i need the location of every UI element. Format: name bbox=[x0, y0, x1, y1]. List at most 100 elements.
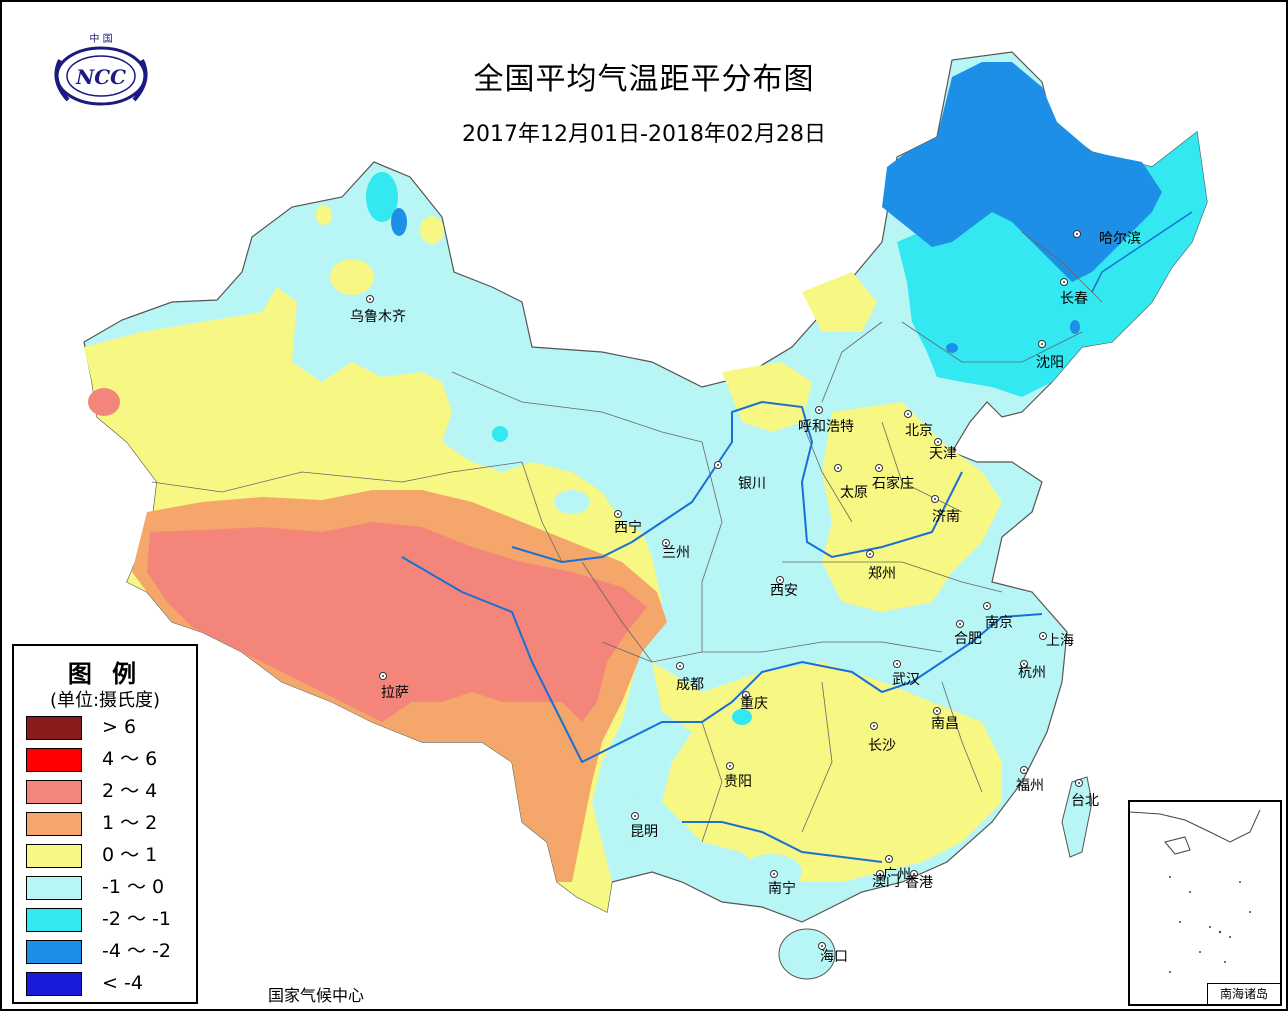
city-marker bbox=[1038, 340, 1046, 348]
ncc-logo: 中 国 NCC bbox=[54, 32, 148, 106]
city-label: 上海 bbox=[1046, 633, 1074, 649]
legend-label: 1 ～ 2 bbox=[102, 812, 158, 834]
yellow-river bbox=[511, 400, 963, 564]
zone-north-yellow bbox=[722, 362, 812, 432]
legend-item: -1 ～ 0 bbox=[26, 876, 191, 900]
city-marker bbox=[931, 495, 939, 503]
inset-label: 南海诸岛 bbox=[1207, 983, 1280, 1004]
city-label: 西宁 bbox=[614, 520, 642, 536]
city-label: 沈阳 bbox=[1036, 355, 1064, 371]
legend-label: -2 ～ -1 bbox=[102, 908, 171, 930]
city-marker bbox=[933, 707, 941, 715]
city-marker bbox=[726, 762, 734, 770]
city-label: 南昌 bbox=[931, 716, 959, 732]
city-marker bbox=[631, 812, 639, 820]
city-marker bbox=[714, 461, 722, 469]
legend-item: -2 ～ -1 bbox=[26, 908, 191, 932]
svg-text:NCC: NCC bbox=[75, 65, 126, 89]
city-label: 广州 bbox=[883, 867, 911, 883]
source-credit: 国家气候中心 bbox=[268, 986, 365, 1005]
city-marker bbox=[676, 662, 684, 670]
city-label: 乌鲁木齐 bbox=[350, 309, 406, 325]
city-label: 海口 bbox=[820, 949, 848, 965]
city-label: 南宁 bbox=[768, 881, 796, 897]
legend-swatch bbox=[26, 748, 82, 772]
city-label: 澳门 bbox=[872, 874, 900, 890]
city-label: 长沙 bbox=[868, 738, 896, 754]
city-label: 呼和浩特 bbox=[798, 419, 854, 435]
pearl-river bbox=[682, 821, 883, 863]
city-label: 贵阳 bbox=[724, 774, 752, 790]
zone-north-yellow-2 bbox=[802, 272, 877, 332]
city-label: 北京 bbox=[905, 423, 933, 439]
city-label: 香港 bbox=[905, 875, 933, 891]
city-marker bbox=[818, 942, 826, 950]
zone-cool-yn bbox=[626, 792, 658, 852]
legend-title: 图 例 bbox=[67, 660, 143, 688]
svg-text:中 国: 中 国 bbox=[89, 32, 112, 45]
city-label: 兰州 bbox=[662, 545, 690, 561]
city-marker bbox=[934, 438, 942, 446]
legend-item: < -4 bbox=[26, 972, 191, 996]
city-label: 郑州 bbox=[868, 566, 896, 582]
map-title: 全国平均气温距平分布图 bbox=[473, 62, 815, 97]
city-marker bbox=[870, 722, 878, 730]
legend-item: 2 ～ 4 bbox=[26, 780, 191, 804]
legend-unit: (单位:摄氏度) bbox=[49, 690, 161, 711]
zone-cyan-qh bbox=[492, 426, 508, 442]
inset-map bbox=[1129, 809, 1261, 973]
province-boundaries bbox=[151, 231, 1103, 843]
legend-swatch bbox=[26, 908, 82, 932]
city-marker bbox=[956, 620, 964, 628]
city-marker bbox=[875, 464, 883, 472]
city-marker bbox=[1020, 660, 1028, 668]
legend-label: -1 ～ 0 bbox=[102, 876, 165, 898]
legend-label: < -4 bbox=[102, 972, 143, 994]
city-marker bbox=[742, 691, 750, 699]
city-marker bbox=[834, 464, 842, 472]
zone-salmon-west bbox=[88, 388, 120, 416]
city-label: 杭州 bbox=[1018, 665, 1046, 681]
heilongjiang-river bbox=[1091, 211, 1193, 293]
city-marker bbox=[876, 870, 884, 878]
city-marker bbox=[770, 870, 778, 878]
city-label: 石家庄 bbox=[872, 476, 914, 492]
zone-blue-ln bbox=[946, 343, 958, 353]
legend-item: -4 ～ -2 bbox=[26, 940, 191, 964]
zone-yellow-xj3 bbox=[316, 205, 332, 225]
city-marker bbox=[366, 295, 374, 303]
city-label: 太原 bbox=[840, 485, 868, 501]
city-marker bbox=[379, 672, 387, 680]
legend-item: 4 ～ 6 bbox=[26, 748, 191, 772]
legend-label: > 6 bbox=[102, 716, 137, 738]
city-marker bbox=[1073, 230, 1081, 238]
city-marker bbox=[910, 870, 918, 878]
city-marker bbox=[904, 410, 912, 418]
city-label: 银川 bbox=[738, 476, 766, 492]
zone-cyan-cq bbox=[732, 709, 752, 725]
legend-item: 0 ～ 1 bbox=[26, 844, 191, 868]
zone-salmon bbox=[147, 522, 647, 722]
legend-swatch bbox=[26, 716, 82, 740]
city-label: 济南 bbox=[932, 509, 960, 525]
zone-cool-xz bbox=[554, 490, 590, 514]
taiwan bbox=[1061, 776, 1093, 858]
legend-label: 2 ～ 4 bbox=[102, 780, 158, 802]
city-label: 武汉 bbox=[892, 672, 920, 688]
city-marker bbox=[662, 539, 670, 547]
legend-label: -4 ～ -2 bbox=[102, 940, 171, 962]
city-label: 西安 bbox=[770, 583, 798, 599]
zone-yellow-xj1 bbox=[330, 259, 374, 295]
legend-swatch bbox=[26, 844, 82, 868]
city-marker bbox=[866, 550, 874, 558]
city-marker bbox=[1075, 779, 1083, 787]
zone-cyan-xj bbox=[366, 172, 398, 222]
city-label: 福州 bbox=[1016, 778, 1044, 794]
zone-central-yellow bbox=[822, 402, 1002, 612]
date-range: 2017年12月01日-2018年02月28日 bbox=[462, 122, 826, 147]
city-label: 重庆 bbox=[740, 696, 768, 712]
city-label: 南京 bbox=[985, 615, 1013, 631]
yangtze-river bbox=[401, 556, 1043, 764]
legend: 图 例 (单位:摄氏度) > 6 4 ～ 6 2 ～ 4 1 ～ 2 0 ～ 1 -1 ～… bbox=[12, 644, 198, 1004]
